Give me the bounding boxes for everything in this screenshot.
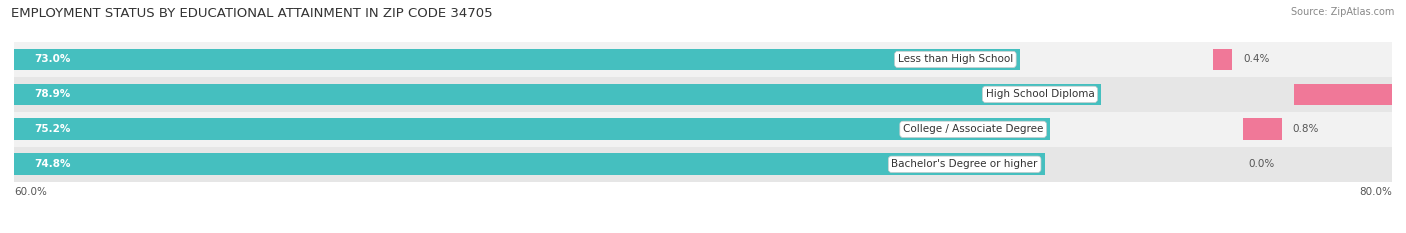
Text: 74.8%: 74.8% bbox=[35, 159, 72, 169]
Text: Source: ZipAtlas.com: Source: ZipAtlas.com bbox=[1291, 7, 1395, 17]
Text: 80.0%: 80.0% bbox=[1360, 187, 1392, 197]
Bar bbox=[14, 42, 1392, 77]
Text: 0.0%: 0.0% bbox=[1249, 159, 1275, 169]
Bar bbox=[1213, 49, 1232, 70]
Text: High School Diploma: High School Diploma bbox=[986, 89, 1094, 99]
Bar bbox=[14, 112, 1392, 147]
Bar bbox=[14, 154, 1045, 175]
Text: 73.0%: 73.0% bbox=[35, 55, 72, 64]
Text: 78.9%: 78.9% bbox=[35, 89, 70, 99]
Text: Less than High School: Less than High School bbox=[898, 55, 1014, 64]
Bar bbox=[14, 118, 1050, 140]
Text: 75.2%: 75.2% bbox=[35, 124, 72, 134]
Bar bbox=[14, 84, 1101, 105]
Bar bbox=[14, 77, 1392, 112]
Bar bbox=[1294, 84, 1406, 105]
Text: 0.4%: 0.4% bbox=[1243, 55, 1270, 64]
Bar bbox=[14, 147, 1392, 182]
Bar bbox=[14, 49, 1019, 70]
Text: College / Associate Degree: College / Associate Degree bbox=[903, 124, 1043, 134]
Text: Bachelor's Degree or higher: Bachelor's Degree or higher bbox=[891, 159, 1038, 169]
Bar bbox=[1243, 118, 1282, 140]
Text: 60.0%: 60.0% bbox=[14, 187, 46, 197]
Text: EMPLOYMENT STATUS BY EDUCATIONAL ATTAINMENT IN ZIP CODE 34705: EMPLOYMENT STATUS BY EDUCATIONAL ATTAINM… bbox=[11, 7, 494, 20]
Text: 0.8%: 0.8% bbox=[1292, 124, 1319, 134]
